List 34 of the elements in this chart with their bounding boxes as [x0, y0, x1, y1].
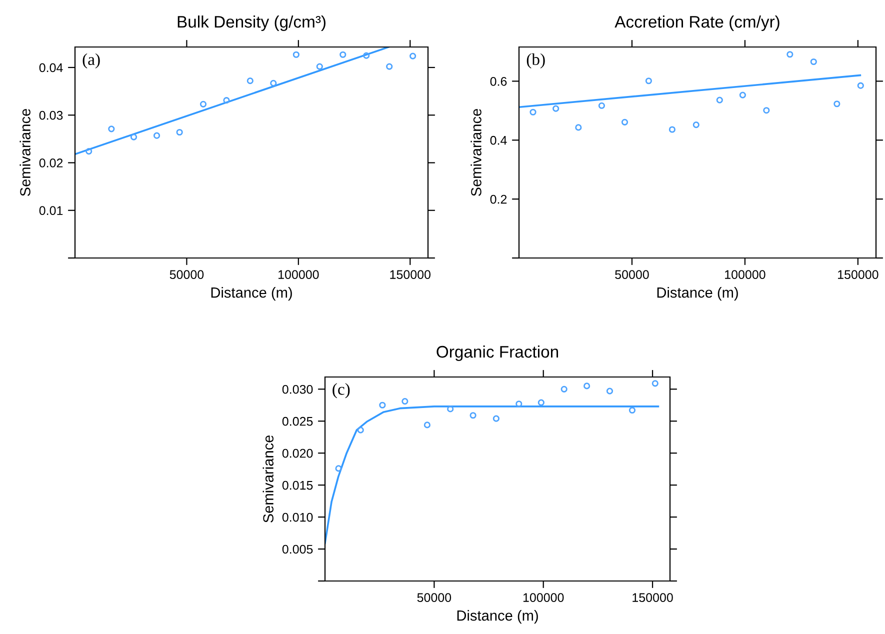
- y-tick-label: 0.4: [490, 136, 507, 145]
- x-tick-label: 150000: [632, 593, 673, 602]
- y-tick-label: 0.03: [39, 110, 63, 120]
- x-tick-label: 100000: [278, 270, 319, 279]
- y-axis-title: Semivariance: [262, 435, 274, 523]
- y-tick-label: 0.025: [282, 416, 313, 426]
- y-tick-label: 0.01: [39, 206, 63, 216]
- y-tick-label: 0.04: [39, 63, 63, 72]
- y-tick-label: 0.010: [282, 512, 313, 522]
- y-tick-label: 0.6: [490, 76, 507, 86]
- chart-title: Accretion Rate (cm/yr): [614, 15, 780, 32]
- chart-title: Organic Fraction: [436, 345, 558, 362]
- annotation: (b): [526, 53, 545, 68]
- y-tick-label: 0.2: [490, 194, 507, 204]
- y-tick-label: 0.02: [39, 158, 63, 168]
- y-axis-title: Semivariance: [20, 108, 30, 196]
- y-axis-title: Semivariance: [470, 108, 482, 196]
- x-tick-label: 50000: [170, 270, 204, 279]
- annotation: (c): [332, 383, 350, 398]
- x-tick-label: 150000: [838, 270, 878, 279]
- x-axis-title: Distance (m): [657, 287, 738, 301]
- x-tick-label: 150000: [390, 270, 430, 279]
- annotation: (a): [82, 53, 100, 68]
- x-tick-label: 50000: [615, 270, 649, 279]
- y-tick-label: 0.020: [282, 448, 313, 458]
- y-tick-label: 0.005: [282, 544, 313, 554]
- x-axis-title: Distance (m): [457, 610, 538, 624]
- y-tick-label: 0.015: [282, 480, 313, 490]
- x-tick-label: 100000: [725, 270, 766, 279]
- chart-title: Bulk Density (g/cm³): [178, 15, 326, 32]
- x-axis-title: Distance (m): [211, 287, 292, 301]
- x-tick-label: 100000: [523, 593, 564, 602]
- x-tick-label: 50000: [417, 593, 452, 602]
- y-tick-label: 0.030: [282, 384, 313, 394]
